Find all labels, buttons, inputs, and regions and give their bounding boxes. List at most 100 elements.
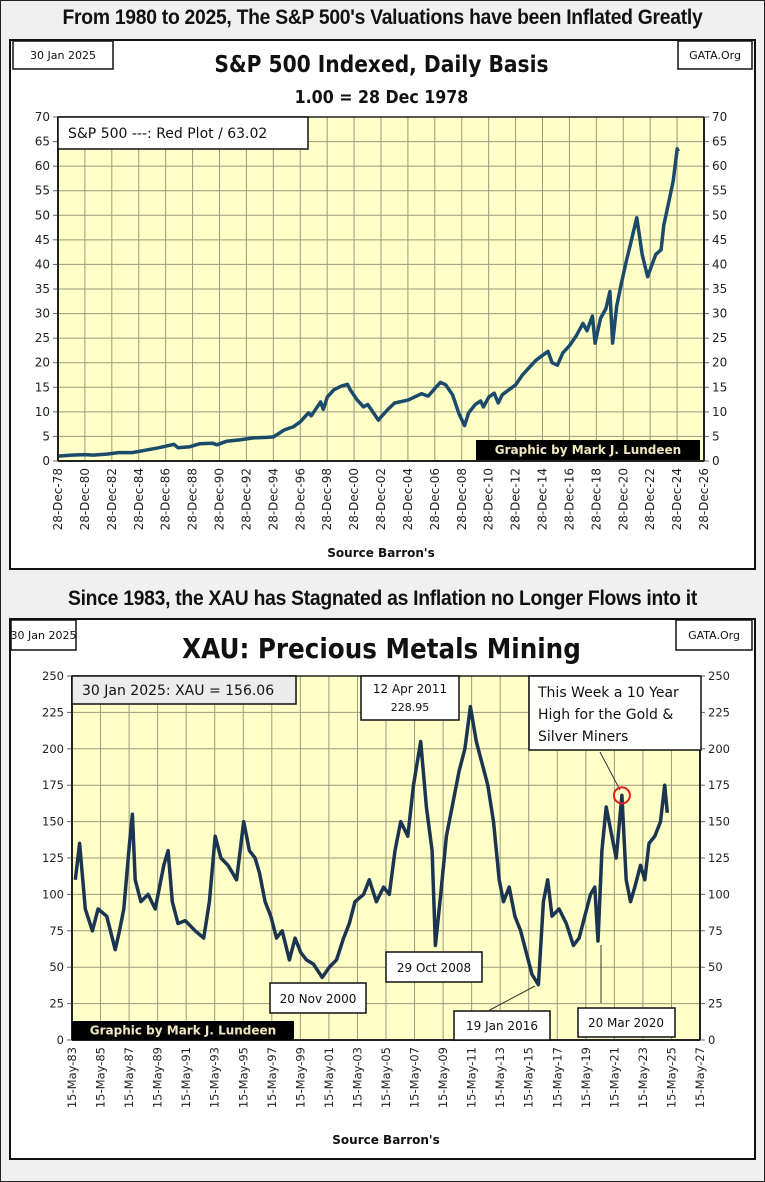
highlight-circle xyxy=(612,786,631,805)
credit-box xyxy=(476,440,700,460)
middle-headline: Since 1983, the XAU has Stagnated as Inf… xyxy=(67,587,698,610)
x-tick-label: 28-Dec-96 xyxy=(293,468,307,530)
x-tick-label: 28-Dec-10 xyxy=(482,468,496,530)
x-tick-label: 28-Dec-24 xyxy=(670,468,684,530)
date-label: 30 Jan 2025 xyxy=(11,629,77,642)
annotation-box-10yr xyxy=(528,675,702,751)
credit-box xyxy=(72,1021,294,1040)
x-tick-label: 28-Dec-82 xyxy=(105,468,119,530)
x-tick-label: 15-May-23 xyxy=(636,1047,650,1108)
annotation-label: 20 Mar 2020 xyxy=(588,1016,664,1030)
y-tick-label: 70 xyxy=(35,110,50,124)
x-tick-label: 28-Dec-00 xyxy=(347,468,361,530)
annotation-label: 20 Nov 2000 xyxy=(280,992,357,1006)
y-tick-label-right: 70 xyxy=(712,110,727,124)
y-tick-label: 20 xyxy=(35,356,50,370)
x-tick-label: 15-May-19 xyxy=(579,1047,593,1108)
y-tick-label-right: 60 xyxy=(712,159,727,173)
x-tick-label: 15-May-07 xyxy=(408,1047,422,1108)
source-box xyxy=(677,40,753,70)
y-tick-label-right: 35 xyxy=(712,282,727,296)
y-tick-label: 65 xyxy=(35,135,50,149)
y-tick-label-right: 55 xyxy=(712,184,727,198)
y-tick-label-right: 100 xyxy=(708,887,730,901)
x-tick-label: 15-May-95 xyxy=(236,1047,250,1108)
y-tick-label-right: 0 xyxy=(712,454,720,468)
annotation-label: 12 Apr 2011 xyxy=(373,682,447,696)
y-tick-label: 100 xyxy=(42,887,64,901)
credit-label: Graphic by Mark J. Lundeen xyxy=(495,443,681,457)
x-tick-label: 15-May-85 xyxy=(94,1047,108,1108)
top-headline: From 1980 to 2025, The S&P 500's Valuati… xyxy=(62,6,703,29)
date-box xyxy=(10,619,77,651)
annotation-box-2011 xyxy=(360,675,460,721)
x-axis-label: Source Barron's xyxy=(332,1133,439,1147)
y-tick-label-right: 5 xyxy=(712,429,720,443)
y-tick-label-right: 200 xyxy=(708,742,730,756)
y-tick-label-right: 150 xyxy=(708,815,730,829)
source-box xyxy=(675,619,753,651)
x-tick-label: 28-Dec-22 xyxy=(643,468,657,530)
x-tick-label: 28-Dec-98 xyxy=(320,468,334,530)
x-tick-label: 15-May-11 xyxy=(465,1047,479,1108)
y-tick-label: 75 xyxy=(49,924,64,938)
y-tick-label: 125 xyxy=(42,851,64,865)
source-label: GATA.Org xyxy=(688,629,740,642)
y-tick-label: 5 xyxy=(42,429,50,443)
y-tick-label-right: 45 xyxy=(712,233,727,247)
chart-title: XAU: Precious Metals Mining xyxy=(182,634,581,666)
y-tick-label: 40 xyxy=(35,257,50,271)
y-tick-label-right: 40 xyxy=(712,257,727,271)
x-tick-label: 28-Dec-78 xyxy=(51,468,65,530)
x-tick-label: 28-Dec-92 xyxy=(239,468,253,530)
y-tick-label: 50 xyxy=(49,960,64,974)
y-tick-label-right: 50 xyxy=(712,208,727,222)
x-tick-label: 28-Dec-84 xyxy=(132,468,146,530)
x-tick-label: 15-May-13 xyxy=(493,1047,507,1108)
y-tick-label: 60 xyxy=(35,159,50,173)
annotation-box-2020 xyxy=(577,1007,676,1038)
source-label: GATA.Org xyxy=(689,49,741,62)
series-line xyxy=(73,704,670,987)
y-tick-label: 25 xyxy=(35,331,50,345)
y-tick-label-right: 225 xyxy=(708,705,730,719)
x-tick-label: 28-Dec-14 xyxy=(536,468,550,530)
annotation-line: High for the Gold & xyxy=(538,707,673,723)
x-tick-label: 28-Dec-06 xyxy=(428,468,442,530)
x-tick-label: 28-Dec-86 xyxy=(159,468,173,530)
x-tick-label: 28-Dec-02 xyxy=(374,468,388,530)
x-tick-label: 15-May-87 xyxy=(122,1047,136,1108)
x-tick-label: 28-Dec-88 xyxy=(186,468,200,530)
y-tick-label-right: 20 xyxy=(712,356,727,370)
y-tick-label: 45 xyxy=(35,233,50,247)
sp500-chart: 30 Jan 2025 GATA.Org S&P 500 Indexed, Dail… xyxy=(12,40,753,560)
y-tick-label: 30 xyxy=(35,307,50,321)
y-tick-label-right: 75 xyxy=(708,924,723,938)
x-tick-label: 15-May-09 xyxy=(436,1047,450,1108)
legend-box xyxy=(71,675,297,705)
x-tick-label: 15-May-25 xyxy=(664,1047,678,1108)
annotation-arrow xyxy=(487,985,536,1012)
y-tick-label: 175 xyxy=(42,778,64,792)
credit-label: Graphic by Mark J. Lundeen xyxy=(90,1024,276,1038)
y-tick-label-right: 250 xyxy=(708,669,730,683)
x-tick-label: 15-May-97 xyxy=(265,1047,279,1108)
y-tick-label-right: 175 xyxy=(708,778,730,792)
x-tick-label: 28-Dec-94 xyxy=(266,468,280,530)
annotation-label: 29 Oct 2008 xyxy=(397,961,471,975)
annotation-box-2016 xyxy=(453,1010,551,1041)
x-tick-label: 15-May-17 xyxy=(550,1047,564,1108)
x-tick-label: 15-May-91 xyxy=(179,1047,193,1108)
x-tick-label: 15-May-05 xyxy=(379,1047,393,1108)
y-tick-label: 200 xyxy=(42,742,64,756)
y-tick-label: 225 xyxy=(42,705,64,719)
chart-subtitle: 1.00 = 28 Dec 1978 xyxy=(295,86,469,107)
legend-box xyxy=(57,116,309,150)
date-label: 30 Jan 2025 xyxy=(30,49,96,62)
x-axis-label: Source Barron's xyxy=(327,546,434,560)
y-tick-label-right: 65 xyxy=(712,135,727,149)
y-tick-label-right: 25 xyxy=(712,331,727,345)
y-tick-label-right: 25 xyxy=(708,997,723,1011)
y-tick-label: 150 xyxy=(42,815,64,829)
x-tick-label: 15-May-83 xyxy=(65,1047,79,1108)
